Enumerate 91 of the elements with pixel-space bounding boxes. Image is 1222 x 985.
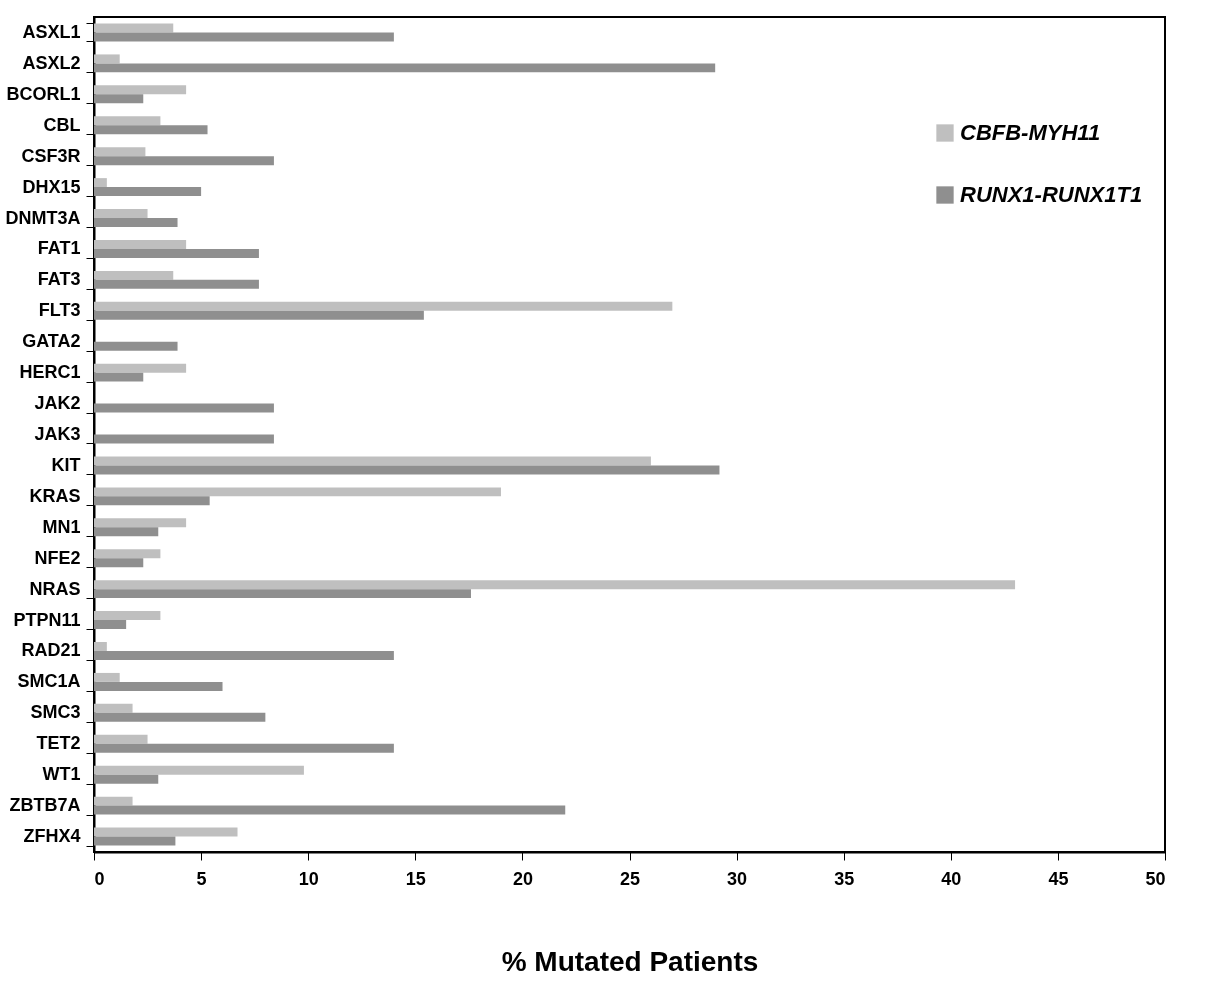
bar [94, 54, 120, 64]
y-tick-label: GATA2 [22, 331, 81, 352]
y-tick-label: WT1 [42, 764, 81, 785]
bar [94, 496, 210, 506]
bar [94, 270, 174, 280]
x-tick-label: 45 [1048, 868, 1069, 889]
legend-label: RUNX1-RUNX1T1 [960, 182, 1143, 207]
bar [94, 125, 208, 135]
y-tick-label: ASXL2 [22, 52, 81, 73]
bar [94, 239, 187, 249]
bar [94, 187, 202, 197]
bar [94, 805, 566, 815]
bar [94, 589, 471, 599]
y-tick-label: FAT3 [37, 269, 81, 290]
y-tick-label: ZFHX4 [23, 826, 81, 847]
bar [94, 774, 159, 784]
bar [94, 611, 161, 621]
y-tick-label: SMC1A [17, 671, 81, 692]
bar [94, 836, 176, 846]
bar [94, 527, 159, 537]
y-tick-label: NRAS [29, 578, 81, 599]
y-tick-label: HERC1 [19, 362, 81, 383]
x-tick-label: 50 [1145, 868, 1166, 889]
bar [94, 310, 424, 320]
bar [94, 156, 274, 166]
bar [94, 465, 720, 475]
x-tick-label: 35 [834, 868, 855, 889]
bar [94, 712, 266, 722]
y-tick-label: DNMT3A [5, 207, 81, 228]
y-tick-label: JAK2 [34, 393, 81, 414]
x-tick-label: 30 [727, 868, 748, 889]
bar [94, 147, 146, 157]
y-tick-label: DHX15 [22, 176, 81, 197]
y-tick-label: ZBTB7A [9, 795, 81, 816]
x-axis-title: % Mutated Patients [501, 945, 759, 977]
bar [94, 218, 178, 227]
y-tick-label: NFE2 [34, 547, 81, 568]
bar [94, 681, 223, 691]
y-tick-label: FLT3 [38, 300, 81, 321]
bar [94, 403, 274, 413]
bar [94, 642, 107, 651]
bar [94, 518, 187, 528]
bar [94, 301, 673, 311]
bar [94, 23, 174, 33]
bar [94, 580, 1016, 590]
bar [94, 620, 127, 630]
bar [94, 672, 120, 682]
bar [94, 116, 161, 126]
legend-label: CBFB-MYH11 [960, 120, 1101, 145]
bar [94, 558, 144, 568]
bar [94, 734, 148, 744]
bar [94, 63, 716, 73]
bar [94, 363, 187, 373]
x-tick-label: 25 [619, 868, 641, 889]
y-tick-label: JAK3 [34, 424, 81, 444]
bar [94, 650, 394, 660]
y-tick-label: RAD21 [21, 640, 81, 661]
bar [94, 372, 144, 382]
y-tick-label: BCORL1 [6, 83, 81, 104]
bar [94, 209, 148, 219]
y-tick-label: FAT1 [37, 238, 81, 259]
y-tick-label: SMC3 [30, 702, 81, 723]
bar [94, 456, 651, 466]
x-tick-label: 10 [298, 868, 319, 889]
x-tick-label: 5 [196, 868, 207, 889]
bar [94, 487, 501, 497]
bar [94, 743, 394, 753]
y-tick-label: ASXL1 [22, 21, 81, 42]
x-tick-label: 15 [405, 868, 426, 889]
bar [94, 248, 259, 258]
y-tick-label: MN1 [42, 516, 81, 537]
x-tick-label: 20 [512, 868, 533, 889]
y-tick-label: PTPN11 [13, 609, 81, 630]
bar [94, 796, 133, 806]
y-tick-label: KRAS [29, 485, 81, 506]
x-tick-label: 0 [94, 868, 105, 889]
bar [94, 178, 107, 188]
bar [94, 827, 238, 837]
bar [94, 85, 187, 95]
y-tick-label: CBL [43, 114, 81, 135]
bar [94, 279, 259, 289]
x-tick-label: 40 [941, 868, 962, 889]
y-tick-label: CSF3R [21, 145, 81, 166]
y-tick-label: TET2 [36, 733, 81, 754]
bar [94, 32, 394, 42]
bar [94, 341, 178, 351]
bar [94, 94, 144, 104]
bar [94, 765, 304, 775]
bar [94, 703, 133, 713]
y-tick-label: KIT [51, 454, 81, 475]
bar [94, 549, 161, 559]
